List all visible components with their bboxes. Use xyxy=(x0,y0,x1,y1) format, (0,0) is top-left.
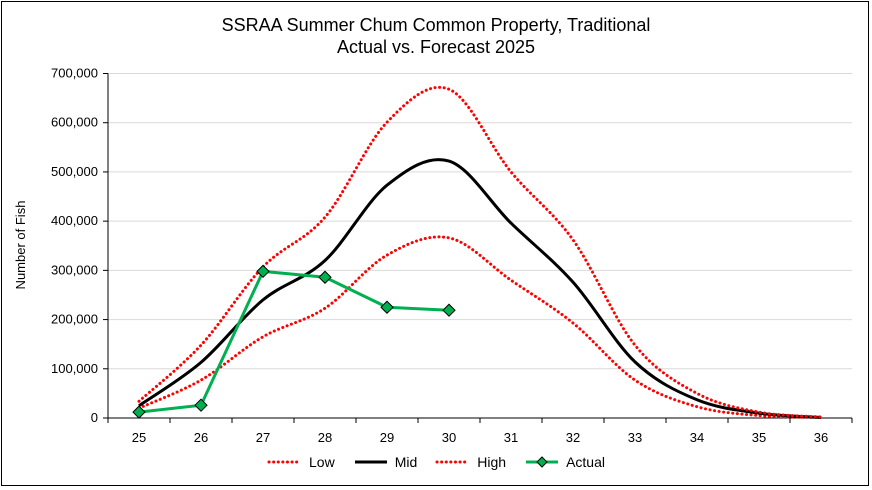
y-tick-label: 100,000 xyxy=(51,361,98,376)
x-tick-label: 28 xyxy=(318,430,332,445)
x-tick-label: 30 xyxy=(442,430,456,445)
title-line: SSRAA Summer Chum Common Property, Tradi… xyxy=(221,15,651,35)
x-tick-label: 35 xyxy=(752,430,766,445)
y-tick-label: 500,000 xyxy=(51,164,98,179)
x-tick-label: 32 xyxy=(566,430,580,445)
data-point-actual xyxy=(194,398,208,412)
series-line-high xyxy=(137,85,823,419)
legend-marker-diamond xyxy=(536,456,548,468)
y-tick-label: 700,000 xyxy=(51,66,98,81)
legend-item-mid: Mid xyxy=(353,454,418,470)
legend-swatch xyxy=(526,456,559,468)
data-point-actual xyxy=(318,270,332,284)
data-point-actual xyxy=(132,405,146,419)
x-tick-label: 27 xyxy=(256,430,270,445)
legend-item-actual: Actual xyxy=(524,454,605,470)
subtitle-line: Actual vs. Forecast 2025 xyxy=(336,37,536,57)
legend: Low Mid High Actual xyxy=(0,454,872,470)
x-tick-label: 25 xyxy=(132,430,146,445)
data-point-actual xyxy=(442,303,456,317)
y-tick-label: 400,000 xyxy=(51,213,98,228)
y-tick-label: 200,000 xyxy=(51,312,98,327)
y-tick-label: 600,000 xyxy=(51,115,98,130)
legend-swatch xyxy=(267,460,303,464)
x-tick-label: 33 xyxy=(628,430,642,445)
legend-label: Actual xyxy=(566,454,605,470)
x-tick-label: 31 xyxy=(504,430,518,445)
x-tick-label: 34 xyxy=(690,430,704,445)
series-line-low xyxy=(137,235,823,420)
legend-item-high: High xyxy=(435,454,506,470)
chart-title: SSRAA Summer Chum Common Property, Tradi… xyxy=(0,14,872,58)
legend-swatch xyxy=(435,460,471,464)
legend-item-low: Low xyxy=(267,454,335,470)
legend-label: High xyxy=(477,454,507,470)
series-line-mid xyxy=(138,158,822,420)
data-point-actual xyxy=(380,300,394,314)
data-point-actual xyxy=(256,264,270,279)
y-tick-label: 0 xyxy=(91,410,98,425)
x-tick-label: 36 xyxy=(814,430,828,445)
x-tick-label: 29 xyxy=(380,430,394,445)
legend-swatch xyxy=(354,460,387,464)
legend-label: Low xyxy=(309,454,335,470)
x-tick-label: 26 xyxy=(194,430,208,445)
y-tick-label: 300,000 xyxy=(51,262,98,277)
legend-label: Mid xyxy=(394,454,418,470)
series-line-actual xyxy=(138,269,450,414)
y-axis-label: Number of Fish xyxy=(13,201,28,290)
